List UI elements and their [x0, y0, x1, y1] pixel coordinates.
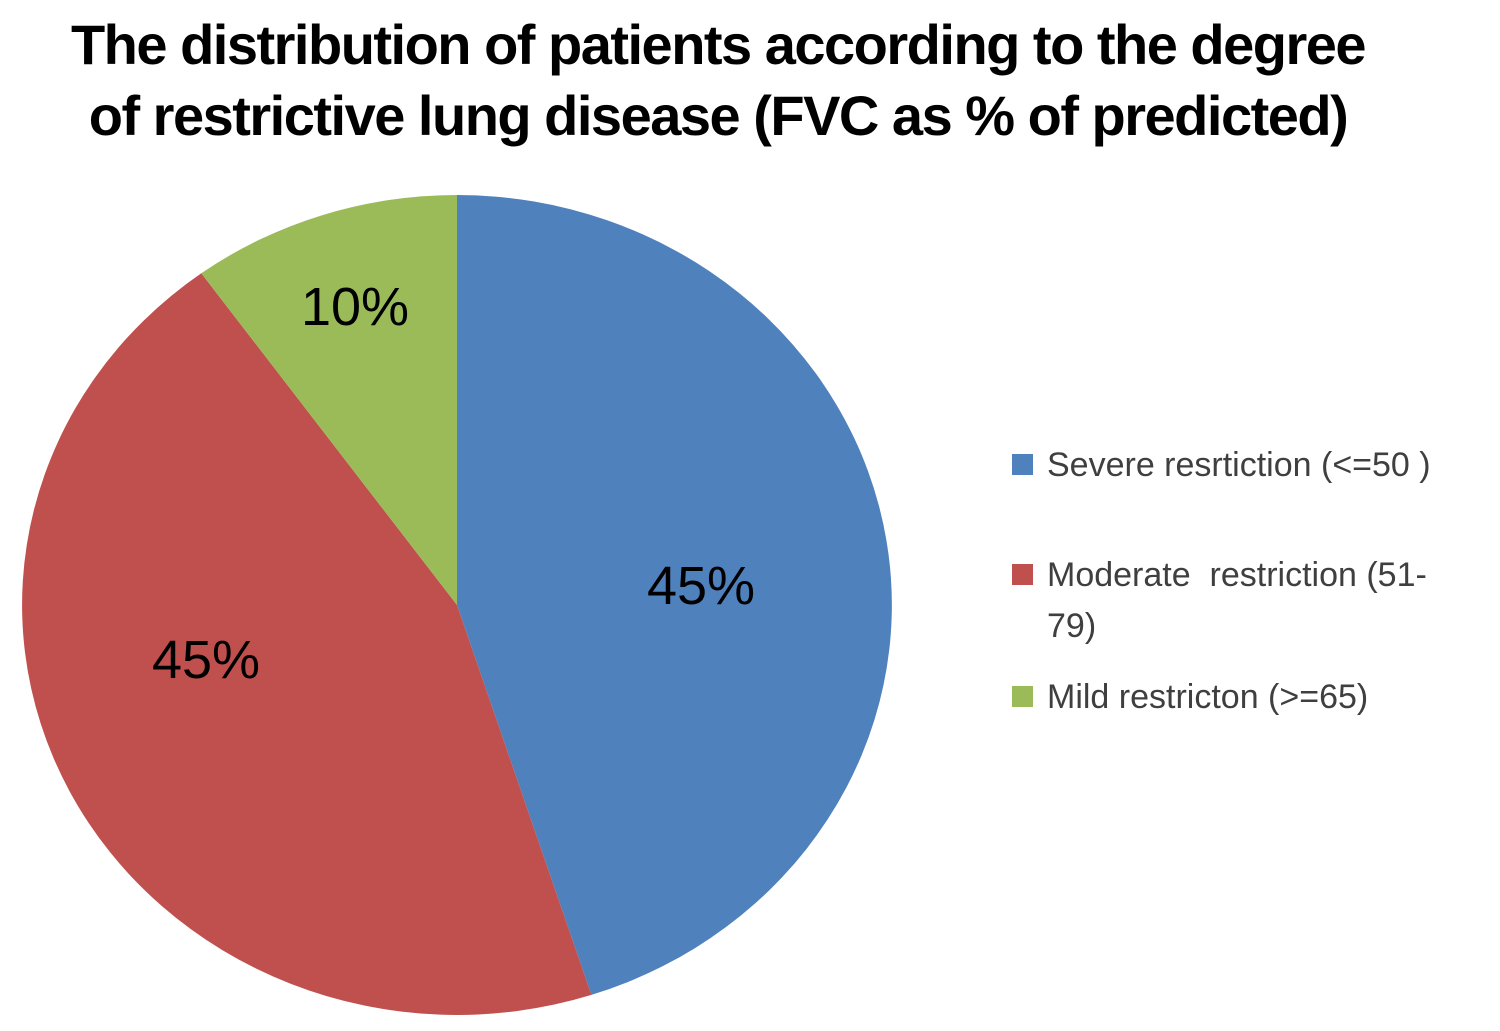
legend-label-severe: Severe resrtiction (<=50 ) [1047, 446, 1431, 484]
legend-label-moderate: Moderate restriction (51-79) [1047, 556, 1427, 645]
chart-title: The distribution of patients according t… [48, 10, 1388, 151]
chart-title-line-2: of restrictive lung disease (FVC as % of… [88, 83, 1349, 147]
chart-legend: Severe resrtiction (<=50 ) Moderate rest… [1012, 0, 1472, 1031]
legend-swatch-mild-icon [1012, 686, 1033, 707]
legend-item-moderate: Moderate restriction (51-79) [1012, 550, 1457, 652]
legend-swatch-moderate-icon [1012, 564, 1033, 585]
chart-title-line-1: The distribution of patients according t… [70, 13, 1367, 76]
pie-slice-1 [457, 195, 892, 995]
pie-slice-label-severe: 45% [646, 556, 756, 616]
pie-slice-label-moderate: 45% [151, 630, 261, 690]
legend-item-mild: Mild restricton (>=65) [1012, 672, 1457, 723]
legend-item-severe: Severe resrtiction (<=50 ) [1012, 440, 1457, 491]
pie-slice-3 [201, 195, 457, 605]
pie-slice-2 [22, 273, 592, 1015]
legend-label-mild: Mild restricton (>=65) [1047, 678, 1369, 716]
pie-slice-label-mild: 10% [300, 277, 410, 337]
legend-swatch-severe-icon [1012, 454, 1033, 475]
